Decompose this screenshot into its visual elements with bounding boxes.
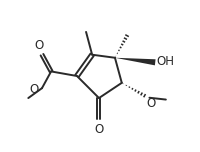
Text: O: O — [29, 83, 38, 96]
Text: OH: OH — [156, 55, 174, 68]
Text: O: O — [34, 39, 44, 52]
Text: O: O — [94, 123, 103, 136]
Text: O: O — [146, 97, 155, 110]
Polygon shape — [114, 58, 155, 65]
